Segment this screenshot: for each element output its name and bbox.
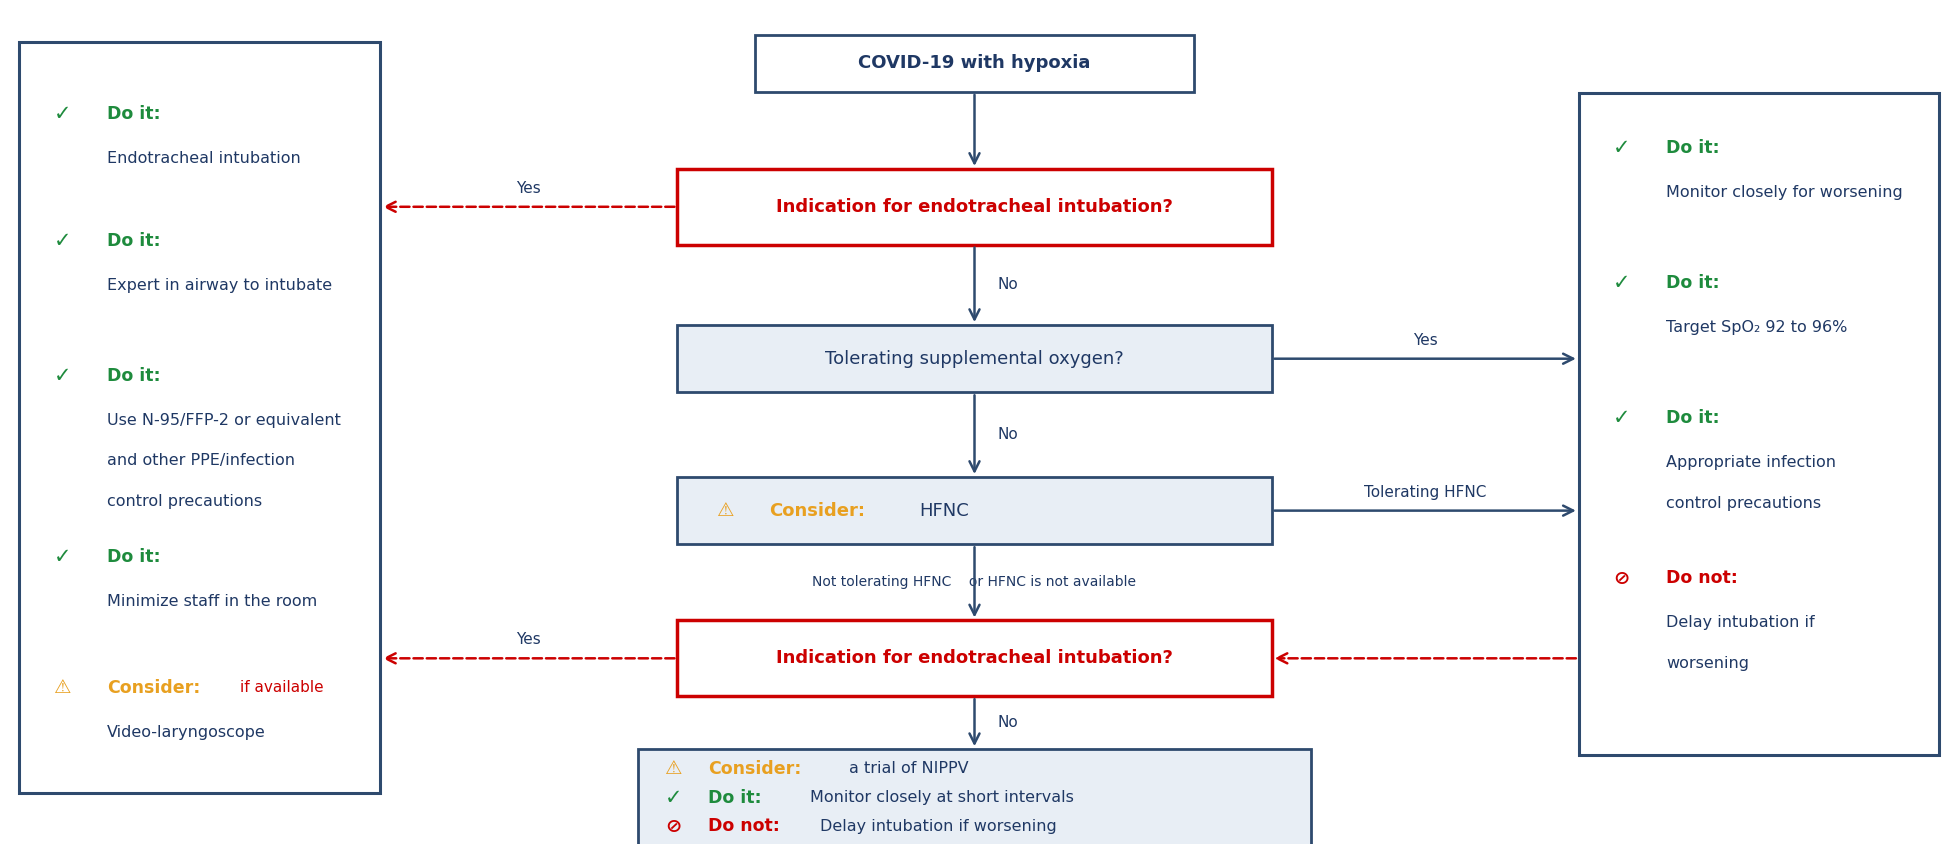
Text: Not tolerating HFNC    or HFNC is not available: Not tolerating HFNC or HFNC is not avail… (812, 576, 1136, 589)
Text: Do it:: Do it: (107, 105, 162, 123)
Text: Delay intubation if: Delay intubation if (1666, 615, 1814, 630)
Text: Consider:: Consider: (107, 679, 201, 697)
Text: Monitor closely at short intervals: Monitor closely at short intervals (810, 790, 1073, 805)
Text: ✓: ✓ (1613, 408, 1629, 428)
Text: Indication for endotracheal intubation?: Indication for endotracheal intubation? (775, 649, 1173, 668)
Text: Indication for endotracheal intubation?: Indication for endotracheal intubation? (775, 197, 1173, 216)
Text: ⚠: ⚠ (664, 760, 682, 778)
Text: control precautions: control precautions (107, 494, 263, 509)
Text: Monitor closely for worsening: Monitor closely for worsening (1666, 185, 1901, 200)
Text: Do it:: Do it: (107, 366, 162, 385)
Text: ✓: ✓ (1613, 138, 1629, 158)
Text: No: No (997, 427, 1019, 442)
FancyBboxPatch shape (756, 35, 1194, 92)
Text: Video-laryngoscope: Video-laryngoscope (107, 725, 265, 740)
Text: ✓: ✓ (664, 787, 682, 808)
Text: ⊘: ⊘ (1613, 569, 1629, 587)
Text: ⊘: ⊘ (664, 817, 682, 836)
Text: HFNC: HFNC (919, 501, 968, 520)
Text: Delay intubation if worsening: Delay intubation if worsening (820, 819, 1056, 834)
Text: Do it:: Do it: (1666, 408, 1720, 427)
Text: No: No (997, 278, 1019, 292)
Text: Do it:: Do it: (107, 231, 162, 250)
FancyBboxPatch shape (678, 620, 1272, 696)
Text: Endotracheal intubation: Endotracheal intubation (107, 151, 300, 166)
Text: Yes: Yes (516, 632, 542, 647)
FancyBboxPatch shape (19, 42, 380, 793)
Text: ✓: ✓ (55, 365, 70, 386)
Text: if available: if available (240, 680, 323, 695)
Text: a trial of NIPPV: a trial of NIPPV (849, 761, 968, 776)
Text: worsening: worsening (1666, 656, 1749, 671)
Text: ✓: ✓ (55, 547, 70, 567)
Text: Do it:: Do it: (709, 788, 762, 807)
Text: Yes: Yes (1412, 333, 1438, 348)
Text: Consider:: Consider: (709, 760, 801, 778)
FancyBboxPatch shape (678, 477, 1272, 544)
Text: ⚠: ⚠ (717, 501, 734, 520)
Text: ✓: ✓ (55, 230, 70, 251)
Text: Tolerating supplemental oxygen?: Tolerating supplemental oxygen? (824, 349, 1124, 368)
Text: Yes: Yes (516, 181, 542, 196)
FancyBboxPatch shape (678, 169, 1272, 245)
Text: Do it:: Do it: (1666, 138, 1720, 157)
Text: Do not:: Do not: (709, 817, 779, 836)
Text: Expert in airway to intubate: Expert in airway to intubate (107, 278, 333, 293)
Text: No: No (997, 715, 1019, 730)
Text: ✓: ✓ (55, 104, 70, 124)
Text: and other PPE/infection: and other PPE/infection (107, 453, 294, 468)
Text: control precautions: control precautions (1666, 495, 1821, 511)
Text: Appropriate infection: Appropriate infection (1666, 455, 1835, 470)
Text: Consider:: Consider: (769, 501, 865, 520)
Text: Tolerating HFNC: Tolerating HFNC (1364, 484, 1486, 500)
Text: Do not:: Do not: (1666, 569, 1738, 587)
FancyBboxPatch shape (639, 749, 1309, 844)
Text: COVID-19 with hypoxia: COVID-19 with hypoxia (857, 54, 1091, 73)
FancyBboxPatch shape (678, 325, 1272, 392)
Text: Do it:: Do it: (107, 548, 162, 566)
Text: Use N-95/FFP-2 or equivalent: Use N-95/FFP-2 or equivalent (107, 413, 341, 428)
Text: Target SpO₂ 92 to 96%: Target SpO₂ 92 to 96% (1666, 320, 1847, 335)
Text: Minimize staff in the room: Minimize staff in the room (107, 594, 318, 609)
Text: ⚠: ⚠ (55, 679, 70, 697)
Text: Do it:: Do it: (1666, 273, 1720, 292)
FancyBboxPatch shape (1578, 93, 1938, 755)
Text: ✓: ✓ (1613, 273, 1629, 293)
